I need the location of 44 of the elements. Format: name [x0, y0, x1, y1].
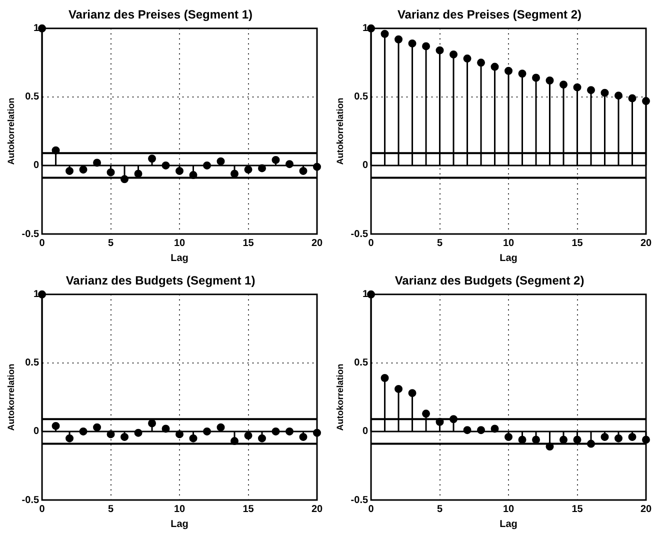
y-tick-label: 1	[33, 289, 40, 300]
y-tick-label: -0.5	[350, 494, 368, 506]
chart-title: Varianz des Preises (Segment 1)	[68, 8, 253, 22]
chart-title: Varianz des Budgets (Segment 2)	[394, 274, 584, 288]
y-tick-label: -0.5	[22, 494, 40, 506]
x-tick-label: 15	[242, 504, 254, 515]
x-tick-label: 10	[502, 238, 515, 249]
x-tick-label: 20	[640, 238, 652, 249]
y-tick-label: 0.5	[25, 358, 40, 369]
x-axis-title: Lag	[500, 252, 518, 264]
x-tick-label: 5	[108, 238, 114, 249]
x-tick-label: 15	[572, 504, 584, 515]
x-tick-label: 10	[502, 504, 515, 515]
y-tick-label: 1	[362, 289, 368, 300]
x-tick-label: 5	[436, 238, 443, 249]
x-tick-label: 10	[174, 238, 186, 249]
x-tick-label: 20	[311, 238, 323, 249]
y-tick-label: 0	[362, 160, 368, 172]
y-axis-title: Autokorrelation	[6, 98, 16, 165]
y-tick-label: 1	[33, 23, 40, 34]
y-axis-title: Autokorrelation	[334, 98, 345, 165]
x-tick-label: 15	[242, 238, 254, 249]
y-tick-label: 0.5	[354, 358, 368, 369]
x-tick-label: 5	[108, 504, 114, 515]
x-tick-label: 20	[640, 504, 652, 515]
y-tick-label: 0	[33, 426, 40, 438]
y-tick-label: -0.5	[22, 228, 40, 240]
x-tick-label: 15	[572, 238, 584, 249]
x-tick-label: 5	[436, 504, 443, 515]
y-axis-title: Autokorrelation	[6, 364, 16, 431]
x-axis-title: Lag	[170, 518, 188, 530]
y-tick-label: 0.5	[25, 92, 40, 103]
x-axis-title: Lag	[170, 252, 188, 264]
y-tick-label: -0.5	[350, 228, 368, 240]
y-tick-label: 0	[362, 426, 368, 438]
x-tick-label: 10	[174, 504, 186, 515]
chart-title: Varianz des Budgets (Segment 1)	[66, 274, 256, 288]
y-tick-label: 0.5	[354, 92, 368, 103]
y-tick-label: 1	[362, 23, 368, 34]
y-axis-title: Autokorrelation	[334, 364, 345, 431]
y-tick-label: 0	[33, 160, 40, 172]
x-axis-title: Lag	[500, 518, 518, 530]
x-tick-label: 20	[311, 504, 323, 515]
chart-title: Varianz des Preises (Segment 2)	[397, 8, 582, 22]
